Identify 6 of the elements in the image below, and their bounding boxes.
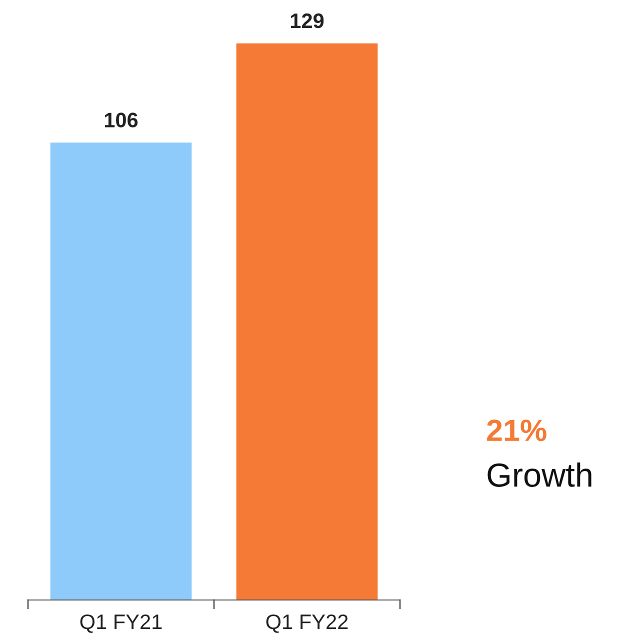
data-label: 129 <box>290 13 324 28</box>
x-tick-label: Q1 FY22 <box>266 614 348 633</box>
text: 21% <box>487 420 546 442</box>
x-tick-label: Q1 FY21 <box>80 614 162 633</box>
data-label: 106 <box>104 112 138 128</box>
text: Growth <box>488 462 592 487</box>
